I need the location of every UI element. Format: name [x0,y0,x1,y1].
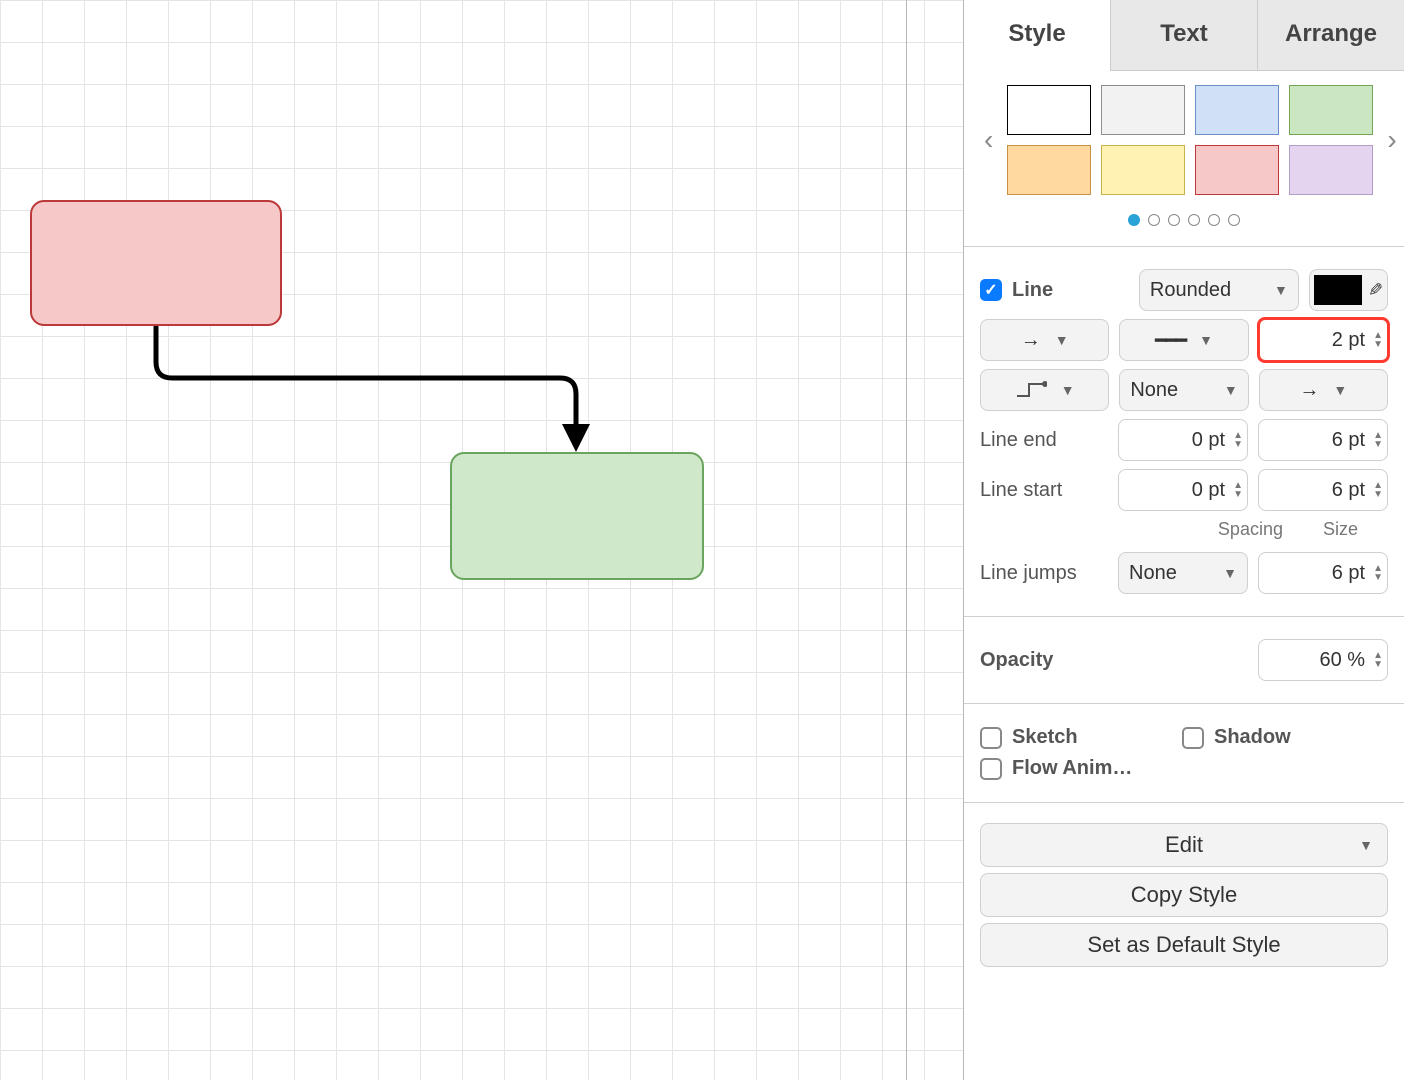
line-start-size-input[interactable]: 6 pt ▲▼ [1258,469,1388,511]
connector-value: None [1130,379,1178,402]
palette-swatch[interactable] [1289,85,1373,135]
palette-swatch[interactable] [1101,145,1185,195]
line-color-swatch [1314,275,1362,305]
color-palette-section: ‹ › [964,71,1404,247]
effects-section: Sketch Shadow Flow Anim… [964,704,1404,803]
format-panel: Style Text Arrange ‹ › Line Rounded ▼ ✎ [964,0,1404,1080]
line-end-size-input[interactable]: 6 pt ▲▼ [1258,419,1388,461]
arrow-right-icon: → [1021,329,1041,352]
stepper-icon[interactable]: ▲▼ [1373,431,1383,449]
line-style-value: Rounded [1150,279,1231,302]
stepper-icon[interactable]: ▲▼ [1373,564,1383,582]
chevron-down-icon: ▼ [1055,332,1069,348]
arrow-start-select[interactable]: → ▼ [980,319,1109,361]
palette-swatch[interactable] [1007,85,1091,135]
line-end-spacing-input[interactable]: 0 pt ▲▼ [1118,419,1248,461]
line-jumps-select[interactable]: None ▼ [1118,552,1248,594]
stepper-icon[interactable]: ▲▼ [1373,481,1383,499]
line-label: Line [1012,279,1129,302]
palette-page-dot[interactable] [1148,214,1160,226]
shadow-checkbox[interactable] [1182,727,1204,749]
palette-page-dot[interactable] [1208,214,1220,226]
chevron-down-icon: ▼ [1199,332,1213,348]
line-checkbox[interactable] [980,279,1002,301]
line-section: Line Rounded ▼ ✎ → ▼ ━━━ ▼ 2 pt ▲▼ [964,247,1404,617]
line-width-value: 2 pt [1332,329,1369,352]
edit-style-button[interactable]: Edit ▼ [980,823,1388,867]
stepper-icon[interactable]: ▲▼ [1233,481,1243,499]
chevron-down-icon: ▼ [1061,382,1075,398]
palette-swatch[interactable] [1289,145,1373,195]
arrow-end-select[interactable]: → ▼ [1259,369,1388,411]
stepper-icon[interactable]: ▲▼ [1233,431,1243,449]
solid-line-icon: ━━━ [1155,328,1185,353]
connector-select[interactable]: None ▼ [1119,369,1248,411]
line-style-select[interactable]: Rounded ▼ [1139,269,1299,311]
opacity-label: Opacity [980,649,1248,672]
spacing-size-labels: Spacing Size [980,519,1388,540]
palette-swatch[interactable] [1195,145,1279,195]
arrow-right-icon: → [1299,379,1319,402]
palette-swatch[interactable] [1101,85,1185,135]
tab-text[interactable]: Text [1110,0,1257,71]
line-dash-select[interactable]: ━━━ ▼ [1119,319,1248,361]
copy-style-button[interactable]: Copy Style [980,873,1388,917]
stepper-icon[interactable]: ▲▼ [1373,331,1383,349]
palette-page-dot[interactable] [1168,214,1180,226]
tab-arrange[interactable]: Arrange [1257,0,1404,71]
flow-animation-label: Flow Anim… [1012,757,1388,780]
tab-style[interactable]: Style [964,0,1110,71]
opacity-section: Opacity 60 % ▲▼ [964,617,1404,704]
shadow-label: Shadow [1214,726,1388,749]
line-end-label: Line end [980,429,1108,452]
stepper-icon[interactable]: ▲▼ [1373,651,1383,669]
chevron-down-icon: ▼ [1224,382,1238,398]
flow-animation-checkbox[interactable] [980,758,1002,780]
line-color-well[interactable]: ✎ [1309,269,1388,311]
chevron-down-icon: ▼ [1274,282,1288,298]
palette-page-dot[interactable] [1228,214,1240,226]
set-default-style-button[interactable]: Set as Default Style [980,923,1388,967]
line-start-label: Line start [980,479,1108,502]
line-width-input[interactable]: 2 pt ▲▼ [1259,319,1388,361]
waypoint-icon [1015,380,1047,400]
palette-swatch[interactable] [1007,145,1091,195]
chevron-down-icon: ▼ [1333,382,1347,398]
line-jumps-label: Line jumps [980,562,1108,585]
palette-next-icon[interactable]: › [1383,124,1400,156]
canvas[interactable] [0,0,964,1080]
sketch-label: Sketch [1012,726,1172,749]
sketch-checkbox[interactable] [980,727,1002,749]
opacity-input[interactable]: 60 % ▲▼ [1258,639,1388,681]
palette-swatch[interactable] [1195,85,1279,135]
chevron-down-icon: ▼ [1359,837,1373,853]
panel-tabs: Style Text Arrange [964,0,1404,71]
line-start-spacing-input[interactable]: 0 pt ▲▼ [1118,469,1248,511]
diagram-edge[interactable] [0,0,963,1080]
waypoint-select[interactable]: ▼ [980,369,1109,411]
eyedropper-icon: ✎ [1368,280,1383,301]
palette-prev-icon[interactable]: ‹ [980,124,997,156]
line-jumps-size-input[interactable]: 6 pt ▲▼ [1258,552,1388,594]
palette-page-dot[interactable] [1128,214,1140,226]
palette-page-dot[interactable] [1188,214,1200,226]
palette-pagination [980,209,1388,232]
actions-section: Edit ▼ Copy Style Set as Default Style [964,803,1404,987]
palette-grid [1007,85,1373,195]
chevron-down-icon: ▼ [1223,565,1237,581]
